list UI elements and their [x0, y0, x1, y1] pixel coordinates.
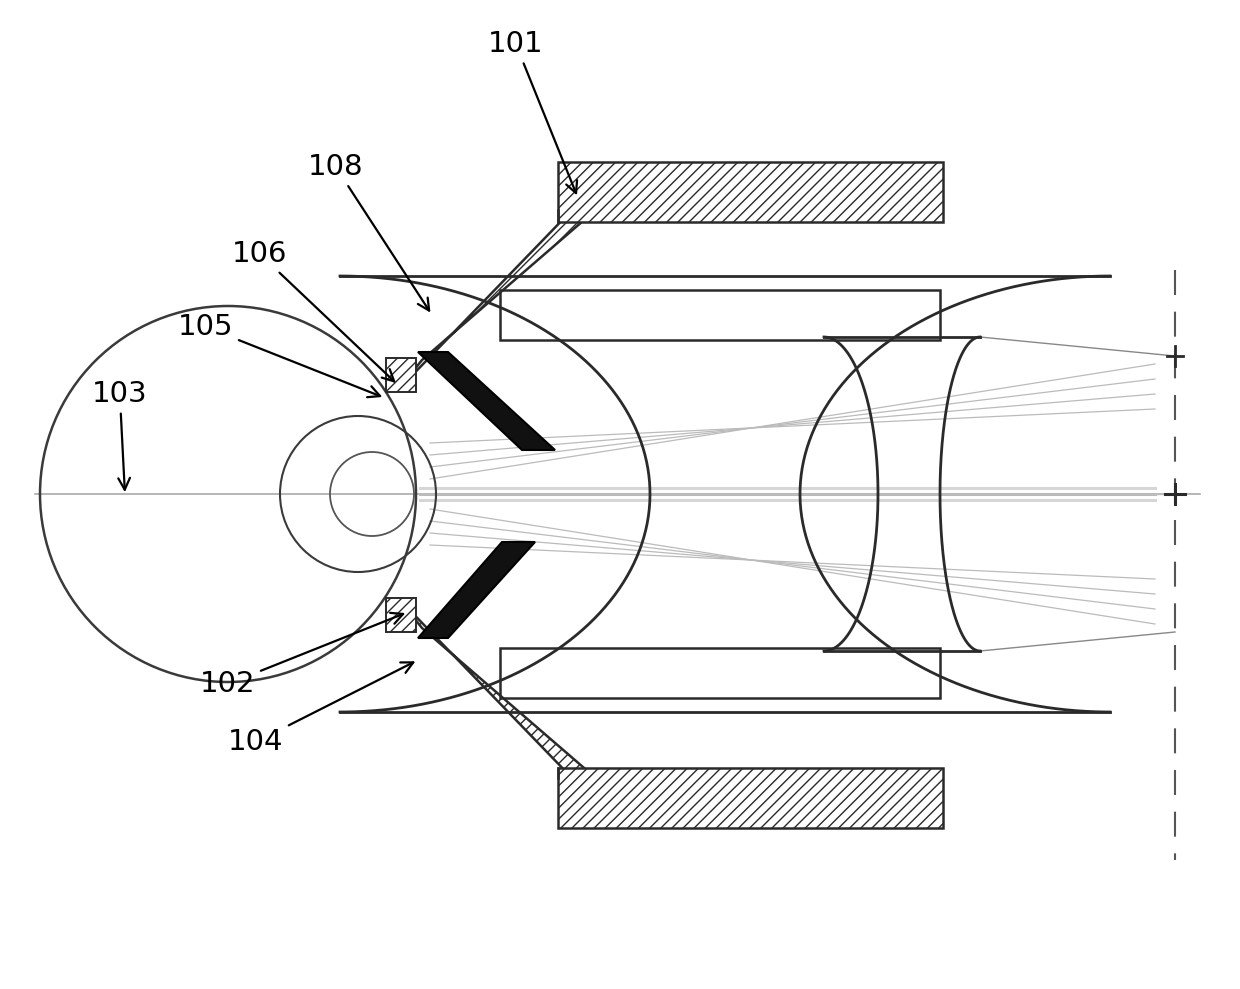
- Text: 101: 101: [489, 30, 577, 193]
- Bar: [386, 598, 415, 632]
- Bar: [386, 358, 415, 392]
- Polygon shape: [418, 352, 556, 450]
- Text: 106: 106: [232, 240, 394, 382]
- Bar: [558, 162, 942, 222]
- Polygon shape: [398, 208, 598, 390]
- Polygon shape: [398, 598, 598, 780]
- Bar: [558, 768, 942, 828]
- Text: 104: 104: [228, 663, 413, 756]
- Text: 105: 105: [179, 313, 381, 398]
- Text: 103: 103: [92, 380, 148, 490]
- Text: 108: 108: [308, 153, 429, 311]
- Polygon shape: [418, 542, 534, 638]
- Text: 102: 102: [200, 613, 403, 698]
